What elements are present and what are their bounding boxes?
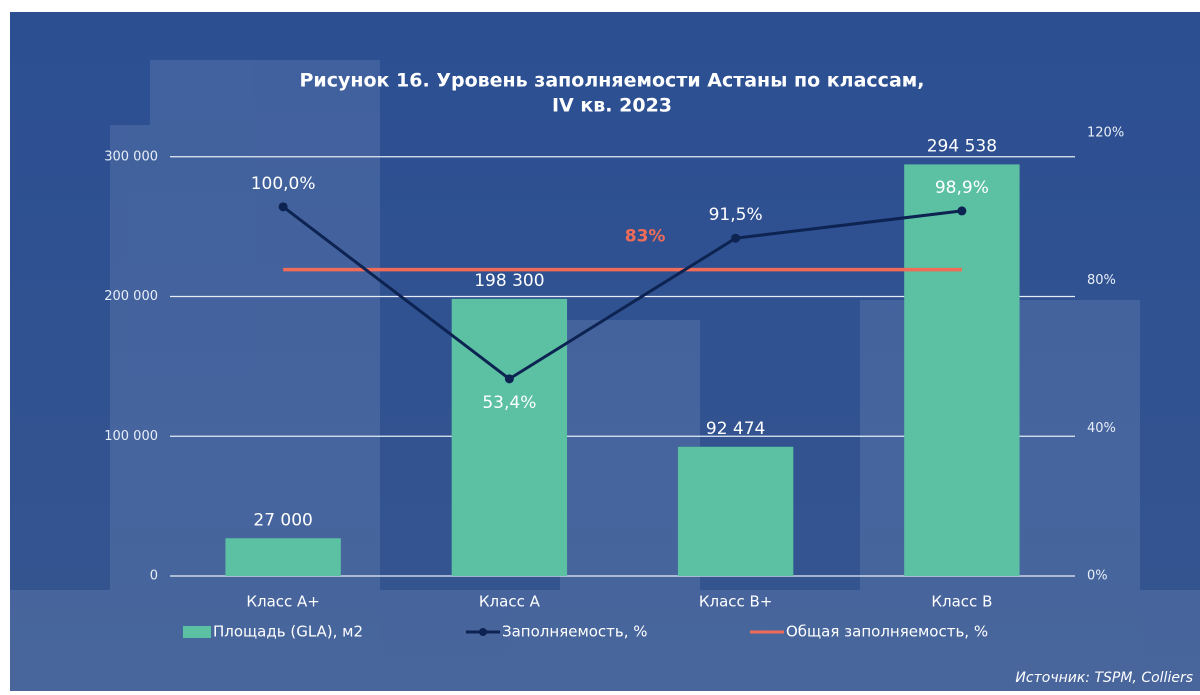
reference-label: 83% xyxy=(625,227,666,247)
y2-tick-label: 80% xyxy=(1087,273,1116,288)
source: Источник: TSPM, Colliers xyxy=(1015,670,1193,686)
bar xyxy=(225,538,341,576)
line-point xyxy=(957,206,967,216)
line-point xyxy=(731,233,741,243)
x-tick-label: Класс A xyxy=(479,593,541,611)
chart-title: Рисунок 16. Уровень заполняемости Астаны… xyxy=(299,70,924,92)
value-label: 198 300 xyxy=(474,271,544,291)
value-label: 294 538 xyxy=(927,136,997,156)
legend-swatch xyxy=(183,626,211,638)
value-label: 53,4% xyxy=(482,393,536,413)
legend-swatch xyxy=(479,628,487,636)
value-label: 98,9% xyxy=(935,178,989,198)
x-tick-label: Класс B xyxy=(931,593,992,611)
line-point xyxy=(278,202,288,212)
bar xyxy=(677,446,794,576)
y-tick-label: 200 000 xyxy=(104,289,158,304)
legend-label: Заполняемость, % xyxy=(502,623,648,641)
y2-tick-label: 0% xyxy=(1087,569,1108,584)
value-label: 27 000 xyxy=(253,510,312,530)
x-tick-label: Класс A+ xyxy=(246,593,320,611)
y2-tick-label: 120% xyxy=(1087,126,1124,141)
value-label: 100,0% xyxy=(251,174,316,194)
y2-tick-label: 40% xyxy=(1087,421,1116,436)
y-tick-label: 100 000 xyxy=(104,429,158,444)
bar xyxy=(451,298,568,576)
chart-title: IV кв. 2023 xyxy=(552,95,672,117)
line xyxy=(282,205,963,381)
value-label: 91,5% xyxy=(709,205,763,225)
x-tick-label: Класс B+ xyxy=(699,593,773,611)
legend-label: Общая заполняемость, % xyxy=(786,623,988,641)
legend-label: Площадь (GLA), м2 xyxy=(213,623,363,641)
bar xyxy=(904,164,1020,576)
line-point xyxy=(504,374,514,384)
y-tick-label: 300 000 xyxy=(104,149,158,164)
y-tick-label: 0 xyxy=(150,569,158,584)
value-label: 92 474 xyxy=(706,419,765,439)
